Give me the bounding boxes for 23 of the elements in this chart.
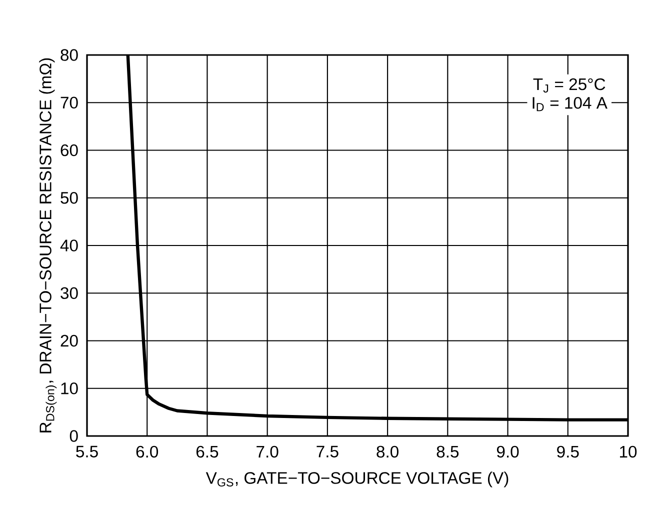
x-tick-label: 6.5: [196, 446, 218, 458]
y-tick-label: 60: [60, 144, 78, 156]
x-tick-label: 5.5: [76, 446, 98, 458]
x-tick-label: 8.5: [436, 446, 459, 458]
x-tick-label: 6.0: [136, 446, 158, 458]
y-tick-label: 40: [60, 240, 78, 252]
y-tick-label: 20: [60, 334, 78, 347]
x-tick-label: 7.5: [316, 446, 338, 458]
y-tick-label: 70: [60, 96, 78, 109]
x-tick-label: 10: [620, 446, 637, 458]
annotation: I$_{D}$ = 104 A: [532, 97, 608, 112]
x-tick-label: 8.0: [376, 446, 398, 458]
x-axis-title: V$_{GS}$, GATE−TO−SOURCE VOLTAGE (V): [206, 472, 508, 488]
y-axis-title: R$_{DS(on)}$, DRAIN−TO−SOURCE RESISTANCE (mΩ): [39, 58, 57, 432]
y-tick-label: 0: [70, 430, 78, 442]
x-tick-label: 9.5: [557, 446, 579, 458]
annotation: T$_{J}$ = 25°C: [533, 78, 606, 93]
y-tick-label: 30: [60, 287, 78, 300]
x-tick-label: 7.0: [256, 446, 278, 458]
y-tick-label: 50: [60, 192, 78, 204]
x-tick-label: 9.0: [496, 446, 519, 458]
y-tick-label: 10: [61, 382, 78, 394]
y-tick-label: 80: [60, 49, 78, 61]
